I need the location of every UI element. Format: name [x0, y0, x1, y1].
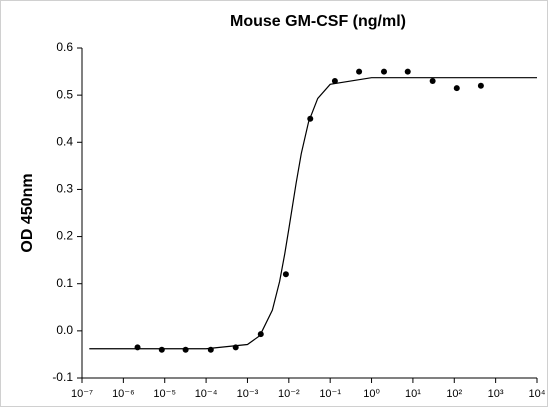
- data-point: [380, 68, 387, 75]
- y-tick-label: 0.0: [56, 323, 73, 337]
- x-tick-label: 10⁻⁴: [195, 388, 218, 400]
- data-point: [356, 68, 363, 75]
- x-tick-label: 10⁻²: [278, 388, 300, 400]
- x-tick-label: 10⁻¹: [319, 388, 341, 400]
- data-point: [477, 82, 484, 89]
- x-tick-label: 10⁻⁷: [71, 388, 93, 400]
- x-tick-label: 10¹: [405, 388, 421, 400]
- chart-title: Mouse GM-CSF (ng/ml): [230, 13, 406, 30]
- y-tick-label: -0.1: [52, 370, 73, 384]
- y-tick-label: 0.2: [56, 229, 73, 243]
- data-point: [331, 78, 338, 84]
- x-tick-label: 10²: [446, 388, 462, 400]
- x-tick-label: 10⁰: [363, 388, 380, 400]
- data-point: [134, 344, 141, 351]
- y-tick-label: 0.6: [56, 40, 73, 54]
- x-tick-label: 10³: [488, 388, 504, 400]
- data-point: [282, 271, 289, 278]
- x-tick-label: 10⁴: [529, 388, 546, 400]
- data-point: [158, 346, 165, 353]
- x-tick-label: 10⁻⁶: [112, 388, 135, 400]
- data-point: [404, 68, 411, 75]
- y-tick-label: 0.1: [56, 276, 73, 290]
- data-point: [453, 85, 460, 92]
- y-tick-label: 0.3: [56, 182, 73, 196]
- y-tick-label: 0.4: [56, 134, 73, 148]
- y-tick-label: 0.5: [56, 87, 73, 101]
- y-axis-label: OD 450nm: [19, 173, 36, 252]
- data-point: [429, 78, 436, 84]
- x-tick-label: 10⁻⁵: [153, 388, 176, 400]
- data-point: [182, 346, 189, 353]
- x-tick-label: 10⁻³: [237, 388, 259, 400]
- fit-curve: [89, 77, 537, 350]
